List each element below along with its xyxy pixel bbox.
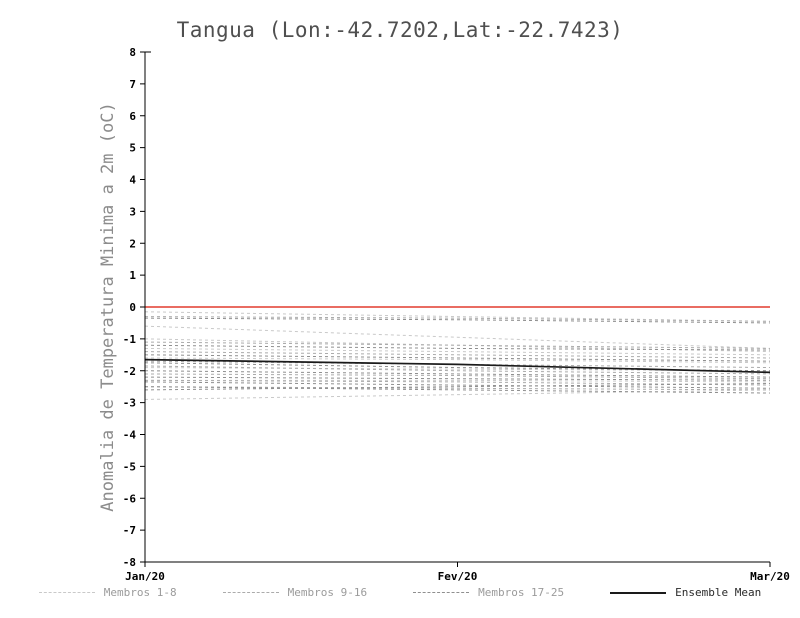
svg-text:2: 2 bbox=[129, 237, 136, 250]
chart-legend: Membros 1-8 Membros 9-16 Membros 17-25 E… bbox=[0, 586, 800, 599]
legend-item-membros-17-25: Membros 17-25 bbox=[413, 586, 564, 599]
chart-title: Tangua (Lon:-42.7202,Lat:-22.7423) bbox=[176, 18, 624, 42]
svg-text:Jan/20: Jan/20 bbox=[125, 570, 165, 583]
solid-line-swatch bbox=[610, 591, 667, 594]
svg-text:8: 8 bbox=[129, 46, 136, 59]
svg-text:-6: -6 bbox=[123, 492, 137, 505]
legend-item-ensemble-mean: Ensemble Mean bbox=[610, 586, 761, 599]
svg-text:-8: -8 bbox=[123, 556, 136, 569]
legend-label: Ensemble Mean bbox=[675, 586, 762, 599]
dashed-line-swatch bbox=[222, 592, 279, 593]
svg-text:6: 6 bbox=[129, 110, 136, 123]
svg-text:-5: -5 bbox=[123, 460, 136, 473]
dashed-line-swatch bbox=[413, 592, 470, 593]
legend-label: Membros 17-25 bbox=[478, 586, 565, 599]
svg-text:3: 3 bbox=[129, 205, 136, 218]
svg-text:5: 5 bbox=[129, 142, 136, 155]
legend-item-membros-9-16: Membros 9-16 bbox=[222, 586, 368, 599]
svg-text:0: 0 bbox=[129, 301, 136, 314]
svg-text:Mar/20: Mar/20 bbox=[750, 570, 790, 583]
svg-text:-1: -1 bbox=[123, 333, 137, 346]
svg-text:7: 7 bbox=[129, 78, 136, 91]
svg-text:4: 4 bbox=[129, 174, 136, 187]
svg-text:Fev/20: Fev/20 bbox=[438, 570, 478, 583]
svg-text:-4: -4 bbox=[123, 429, 137, 442]
legend-item-membros-1-8: Membros 1-8 bbox=[38, 586, 177, 599]
svg-text:-7: -7 bbox=[123, 524, 136, 537]
legend-label: Membros 9-16 bbox=[287, 586, 368, 599]
svg-text:-2: -2 bbox=[123, 365, 136, 378]
legend-label: Membros 1-8 bbox=[103, 586, 177, 599]
dashed-line-swatch bbox=[38, 592, 95, 593]
svg-text:1: 1 bbox=[129, 269, 136, 282]
svg-text:-3: -3 bbox=[123, 397, 136, 410]
